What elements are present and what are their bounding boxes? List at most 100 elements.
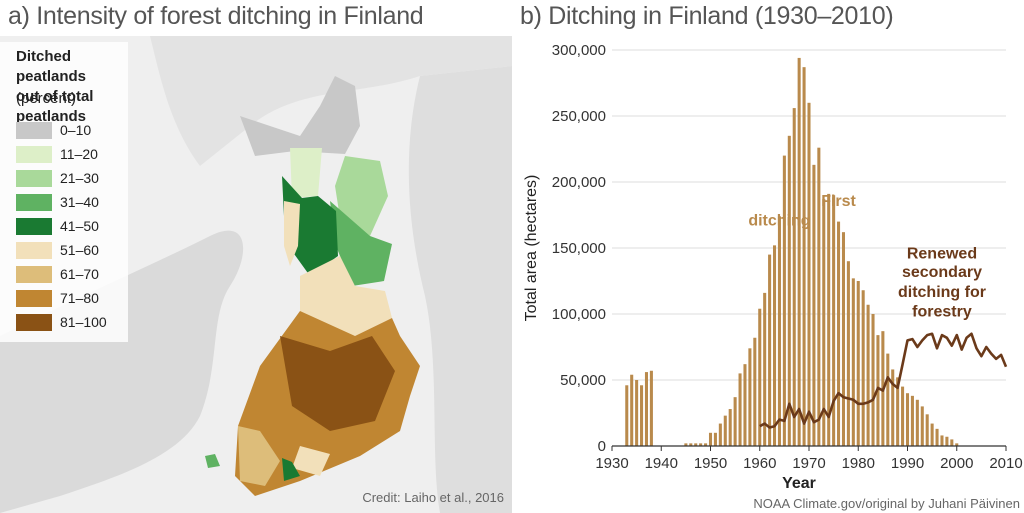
bar-1994 — [925, 414, 929, 446]
bar-1963 — [772, 245, 777, 446]
bar-1950 — [708, 432, 713, 446]
legend-swatch — [16, 217, 52, 235]
y-tick-label: 150,000 — [552, 240, 606, 257]
legend-swatch — [16, 241, 52, 259]
bar-1954 — [728, 409, 732, 446]
legend-item-61-70: 61–70 — [16, 264, 99, 284]
legend-item-11-20: 11–20 — [16, 144, 98, 164]
map-region-11-20 — [290, 148, 322, 198]
x-tick-label: 1950 — [694, 455, 727, 472]
bar-1962 — [768, 254, 772, 446]
bar-1946 — [689, 443, 693, 446]
annotation-ditching-for: ditching for — [898, 284, 986, 301]
bar-1982 — [866, 304, 870, 446]
x-tick-label: 1970 — [792, 455, 825, 472]
map-region-51-60-west — [284, 201, 300, 266]
annotation-renewed: Renewed — [907, 246, 977, 263]
bar-1935 — [635, 380, 639, 446]
bar-1998 — [945, 436, 949, 446]
bar-1973 — [822, 199, 826, 446]
bar-1974 — [827, 193, 831, 446]
chart-source: NOAA Climate.gov/original by Juhani Päiv… — [753, 496, 1020, 511]
y-tick-label: 250,000 — [552, 108, 606, 125]
bar-1948 — [699, 443, 703, 446]
chart-panel-title: b) Ditching in Finland (1930–2010) — [520, 2, 894, 30]
y-axis-title: Total area (hectares) — [523, 175, 540, 322]
bar-1933 — [625, 385, 629, 446]
bar-1947 — [694, 443, 698, 446]
map-region-31-40 — [330, 201, 392, 286]
bar-1979 — [851, 278, 855, 446]
annotation-first: First — [821, 193, 856, 210]
bar-1970 — [807, 102, 811, 447]
legend-label: 21–30 — [60, 170, 99, 186]
bar-1977 — [841, 232, 846, 446]
x-tick-label: 1930 — [595, 455, 628, 472]
legend-label: 51–60 — [60, 242, 99, 258]
bar-1983 — [871, 314, 875, 446]
bar-2000 — [955, 443, 959, 446]
legend-item-21-30: 21–30 — [16, 168, 99, 188]
map-panel-title: a) Intensity of forest ditching in Finla… — [8, 2, 424, 30]
bar-1956 — [738, 373, 742, 446]
annotation-ditching: ditching — [748, 213, 810, 230]
legend-item-71-80: 71–80 — [16, 288, 99, 308]
secondary-ditching-line — [759, 332, 1008, 429]
legend-label: 61–70 — [60, 266, 99, 282]
legend-item-81-100: 81–100 — [16, 312, 107, 332]
map-region-61-70 — [238, 426, 280, 486]
chart-bars — [625, 57, 959, 447]
finland-ditching-map: Ditched peatlands out of total peatlands… — [0, 36, 512, 513]
bar-1989 — [901, 386, 905, 446]
map-region-51-60-south — [292, 446, 330, 476]
bar-1976 — [837, 221, 841, 446]
map-credit: Credit: Laiho et al., 2016 — [362, 490, 504, 505]
bar-1981 — [861, 290, 865, 446]
legend-subtitle: (percent) — [16, 90, 77, 107]
legend-label: 41–50 — [60, 218, 99, 234]
bar-1957 — [743, 364, 747, 446]
bar-1975 — [832, 195, 836, 446]
bar-1987 — [891, 369, 895, 446]
legend-item-51-60: 51–60 — [16, 240, 99, 260]
legend-label: 0–10 — [60, 122, 92, 138]
legend-item-31-40: 31–40 — [16, 192, 99, 212]
bar-1990 — [905, 393, 910, 446]
chart-axes — [611, 445, 1007, 451]
x-tick-label: 1990 — [891, 455, 924, 472]
bar-1993 — [920, 406, 924, 446]
legend-swatch — [16, 313, 52, 331]
x-tick-label: 1940 — [645, 455, 678, 472]
y-tick-label: 300,000 — [552, 42, 606, 59]
bar-1965 — [782, 155, 786, 446]
bar-1949 — [704, 443, 708, 446]
norway-landmass — [150, 36, 512, 166]
x-tick-label: 1960 — [743, 455, 776, 472]
legend-title-line2: out of total peatlands — [16, 88, 94, 125]
legend-swatch — [16, 145, 52, 163]
x-tick-label: 1980 — [842, 455, 875, 472]
russia-landmass — [408, 66, 512, 513]
bar-1967 — [792, 108, 796, 446]
annotation-secondary: secondary — [902, 264, 982, 281]
x-tick-label: 2010 — [989, 455, 1022, 472]
bar-1997 — [940, 435, 944, 446]
map-region-21-30 — [335, 156, 388, 236]
bar-1969 — [802, 67, 806, 446]
bar-1972 — [817, 147, 821, 446]
legend-label: 11–20 — [60, 146, 98, 162]
chart-svg: 0 50,000 100,000 150,000 200,000 250,000 300,0… — [523, 42, 1023, 492]
x-axis-title: Year — [782, 475, 816, 492]
y-tick-label: 200,000 — [552, 174, 606, 191]
bar-1980 — [856, 281, 860, 446]
legend-title-line1: Ditched peatlands — [16, 48, 87, 85]
bar-1936 — [640, 385, 644, 446]
chart-line — [759, 332, 1008, 429]
map-region-lapland-north — [240, 76, 360, 156]
legend-label: 71–80 — [60, 290, 99, 306]
bar-1971 — [812, 164, 816, 446]
bar-1999 — [950, 439, 954, 446]
bar-1945 — [684, 443, 688, 446]
bar-1968 — [797, 57, 801, 447]
bar-1937 — [644, 372, 649, 446]
